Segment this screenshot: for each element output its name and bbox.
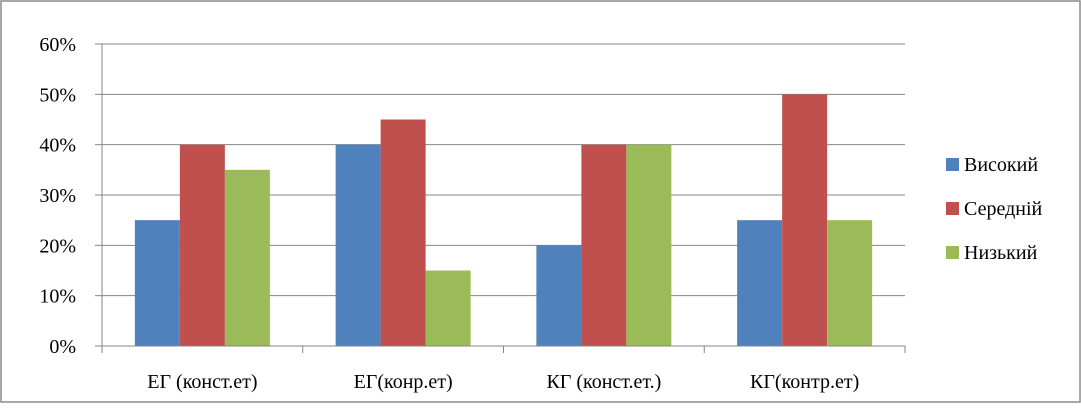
bar-high xyxy=(536,245,582,346)
bar-low xyxy=(224,169,270,346)
legend-label: Низький xyxy=(964,242,1038,264)
y-tick-labels: 0% 10% 20% 30% 40% 50% 60% xyxy=(39,34,76,358)
bar-medium xyxy=(782,94,828,346)
y-tick-label: 30% xyxy=(39,185,76,207)
legend: Високий Середній Низький xyxy=(946,154,1043,264)
bar-medium xyxy=(179,144,225,346)
bars xyxy=(134,94,873,346)
y-tick-label: 0% xyxy=(49,336,76,358)
bar-low xyxy=(425,270,471,346)
x-tick-label: КГ(контр.ет) xyxy=(750,371,859,393)
y-tick-label: 40% xyxy=(39,135,76,157)
x-tick-label: ЕГ (конст.ет) xyxy=(147,371,257,393)
x-tick-label: ЕГ(конр.ет) xyxy=(354,371,453,393)
bar-low xyxy=(827,220,873,346)
y-tick-label: 10% xyxy=(39,286,76,308)
bar-medium xyxy=(581,144,627,346)
x-tick-labels: ЕГ (конст.ет) ЕГ(конр.ет) КГ (конст.ет.) КГ… xyxy=(147,371,859,393)
x-tick-label: КГ (конст.ет.) xyxy=(546,371,661,393)
y-tick-label: 20% xyxy=(39,235,76,257)
bar-low xyxy=(626,144,672,346)
legend-swatch xyxy=(946,246,959,259)
y-tick-label: 50% xyxy=(39,84,76,106)
axes xyxy=(95,43,906,353)
legend-label: Середній xyxy=(964,198,1043,220)
y-tick-label: 60% xyxy=(39,34,76,56)
legend-label: Високий xyxy=(964,154,1038,176)
bar-high xyxy=(335,144,381,346)
legend-swatch xyxy=(946,158,959,171)
bar-high xyxy=(737,220,783,346)
legend-swatch xyxy=(946,202,959,215)
bar-high xyxy=(134,220,180,346)
bar-medium xyxy=(380,119,426,346)
